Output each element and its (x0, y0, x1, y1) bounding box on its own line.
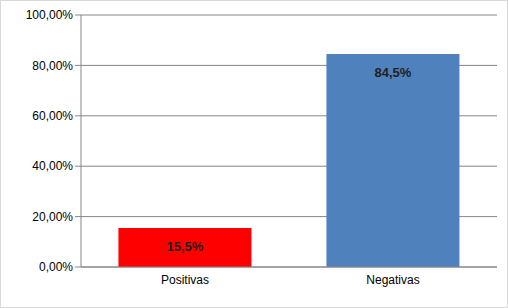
svg-text:15,5%: 15,5% (167, 239, 204, 254)
svg-text:60,00%: 60,00% (32, 109, 73, 123)
svg-text:Negativas: Negativas (366, 273, 419, 287)
svg-text:100,00%: 100,00% (26, 8, 74, 22)
svg-text:Positivas: Positivas (161, 273, 209, 287)
svg-text:84,5%: 84,5% (375, 65, 412, 80)
svg-text:40,00%: 40,00% (32, 159, 73, 173)
svg-text:0,00%: 0,00% (39, 260, 73, 274)
svg-text:20,00%: 20,00% (32, 210, 73, 224)
svg-text:80,00%: 80,00% (32, 59, 73, 73)
